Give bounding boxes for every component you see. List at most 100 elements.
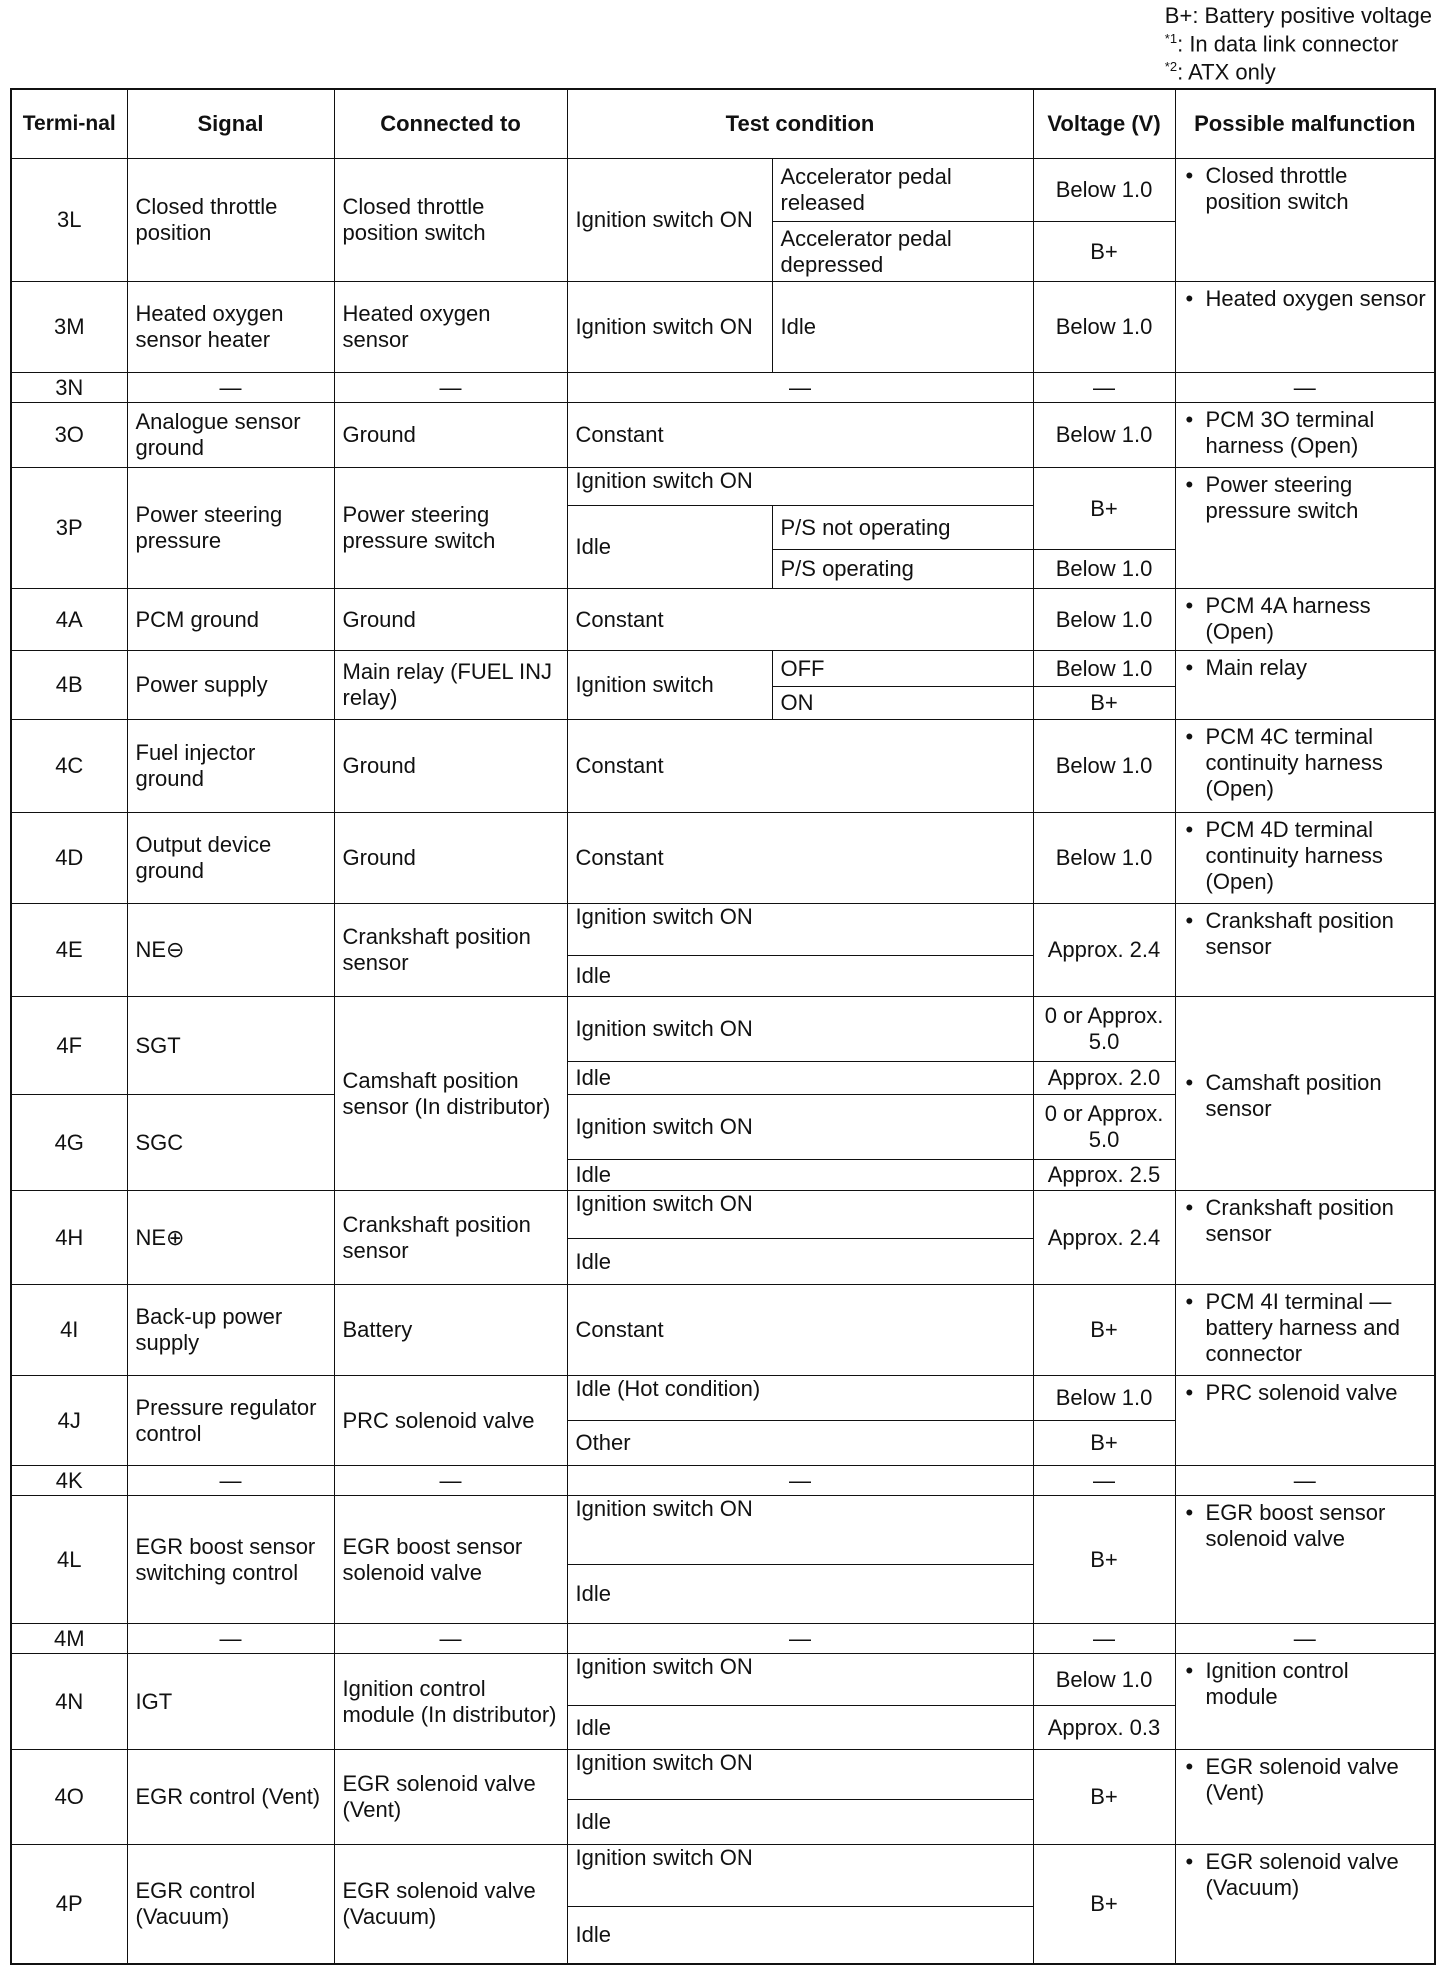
- terminal-cell: 4K: [10, 1465, 128, 1496]
- test-subcondition-cell: ON: [771, 686, 1034, 720]
- voltage-cell: B+: [1032, 1420, 1176, 1466]
- table-row-4k: 4K — — — — —: [10, 1465, 1436, 1496]
- voltage-cell: Approx. 2.4: [1032, 903, 1176, 997]
- malfunction-text: Crankshaft position sensor: [1184, 1195, 1427, 1247]
- test-condition-cell: Ignition switch ON: [566, 1495, 1034, 1565]
- voltage-cell: Below 1.0: [1032, 158, 1176, 222]
- test-condition-cell: Idle: [566, 1705, 1034, 1750]
- voltage-cell: Below 1.0: [1032, 549, 1176, 589]
- test-condition-cell: Ignition switch ON: [566, 158, 773, 282]
- test-condition-cell: Ignition switch ON: [566, 1749, 1034, 1800]
- terminal-cell: 4H: [10, 1190, 128, 1285]
- test-condition-cell: Idle: [566, 1238, 1034, 1285]
- signal-cell: Analogue sensor ground: [126, 402, 335, 468]
- terminal-cell: 4C: [10, 719, 128, 813]
- voltage-cell: B+: [1032, 467, 1176, 550]
- voltage-cell: B+: [1032, 1284, 1176, 1376]
- table-subrow: Other B+: [11, 1420, 1435, 1466]
- test-condition-cell: Constant: [566, 402, 1034, 468]
- connected-to-cell: Camshaft position sensor (In distributor…: [333, 996, 568, 1191]
- table-row-4c: 4C Fuel injector ground Ground Constant Belo…: [10, 719, 1436, 813]
- note1-mark: *1: [1164, 31, 1178, 46]
- test-condition-cell: Idle: [566, 1061, 1034, 1095]
- test-condition-cell: Ignition switch ON: [566, 1094, 1034, 1160]
- voltage-cell: Below 1.0: [1032, 650, 1176, 687]
- signal-cell: Fuel injector ground: [126, 719, 335, 813]
- signal-cell: Output device ground: [126, 812, 335, 904]
- signal-cell: —: [126, 372, 335, 403]
- signal-cell: Power steering pressure: [126, 467, 335, 589]
- header-terminal: Termi-nal: [10, 88, 128, 159]
- table-row-4l: 4L EGR boost sensor switching control EGR …: [10, 1495, 1436, 1624]
- malfunction-text: Main relay: [1184, 655, 1427, 681]
- malfunction-text: PCM 3O terminal harness (Open): [1184, 407, 1427, 459]
- test-subcondition-cell: Accelerator pedal depressed: [771, 221, 1034, 282]
- malfunction-cell: PCM 4I terminal — battery harness and co…: [1174, 1284, 1436, 1376]
- signal-cell: IGT: [126, 1653, 335, 1750]
- table-row-3p: 3P Power steering pressure Power steering …: [10, 467, 1436, 589]
- test-condition-cell: —: [566, 1465, 1034, 1496]
- malfunction-text: PCM 4A harness (Open): [1184, 593, 1427, 645]
- table-subrow: Idle Approx. 2.0: [11, 1061, 1435, 1095]
- table-subrow: Idle P/S not operating: [11, 505, 1435, 589]
- connected-to-cell: Power steering pressure switch: [333, 467, 568, 589]
- voltage-cell: Below 1.0: [1032, 719, 1176, 813]
- malfunction-cell: EGR solenoid valve (Vacuum): [1174, 1844, 1436, 1964]
- voltage-cell: B+: [1032, 221, 1176, 282]
- connected-to-cell: Closed throttle position switch: [333, 158, 568, 282]
- table-subrow: Idle: [11, 955, 1435, 997]
- table-row-4h: 4H NE⊕ Crankshaft position sensor Ignition …: [10, 1190, 1436, 1285]
- test-condition-cell: Idle: [566, 1906, 1034, 1964]
- test-condition-cell: Constant: [566, 1284, 1034, 1376]
- voltage-cell: B+: [1032, 1749, 1176, 1845]
- malfunction-cell: PCM 4D terminal continuity harness (Open…: [1174, 812, 1436, 904]
- test-condition-cell: Constant: [566, 719, 1034, 813]
- test-condition-cell: Ignition switch ON: [566, 281, 773, 373]
- signal-cell: NE⊕: [126, 1190, 335, 1285]
- table-row-3m: 3M Heated oxygen sensor heater Heated oxyg…: [10, 281, 1436, 373]
- header-connected-to: Connected to: [333, 88, 568, 159]
- table-subrow: ON B+: [11, 686, 1435, 720]
- signal-cell: Pressure regulator control: [126, 1375, 335, 1466]
- note2-text: : ATX only: [1177, 59, 1276, 85]
- voltage-cell: Approx. 2.0: [1032, 1061, 1176, 1095]
- header-signal: Signal: [126, 88, 335, 159]
- signal-cell: EGR control (Vent): [126, 1749, 335, 1845]
- malfunction-text: PCM 4I terminal — battery harness and co…: [1184, 1289, 1427, 1367]
- test-condition-cell: Constant: [566, 812, 1034, 904]
- signal-cell: SGT: [126, 996, 335, 1095]
- table-row-3o: 3O Analogue sensor ground Ground Constant Be…: [10, 402, 1436, 468]
- signal-cell: EGR boost sensor switching control: [126, 1495, 335, 1624]
- malfunction-text: EGR boost sensor solenoid valve: [1184, 1500, 1427, 1552]
- table-row-4g: 4G SGC Ignition switch ON 0 or Approx. 5.0: [10, 1094, 1435, 1191]
- test-subcondition-cell: Accelerator pedal released: [771, 158, 1034, 222]
- terminal-voltage-table: Termi-nal Signal Connected to Test condi…: [10, 88, 1437, 1965]
- connected-to-cell: Crankshaft position sensor: [333, 903, 568, 997]
- connected-to-cell: Heated oxygen sensor: [333, 281, 568, 373]
- voltage-cell: B+: [1032, 1495, 1176, 1624]
- test-condition-cell: Idle: [566, 955, 1034, 997]
- table-row-4p: 4P EGR control (Vacuum) EGR solenoid valve…: [10, 1844, 1436, 1964]
- signal-cell: PCM ground: [126, 588, 335, 651]
- signal-cell: SGC: [126, 1094, 335, 1191]
- table-row-3l: 3L Closed throttle position Closed throttl…: [10, 158, 1436, 282]
- terminal-cell: 3L: [10, 158, 128, 282]
- test-condition-cell: —: [566, 1623, 1034, 1654]
- table-subrow: Idle Approx. 0.3: [11, 1705, 1435, 1750]
- malfunction-cell: Closed throttle position switch: [1174, 158, 1436, 282]
- connected-to-cell: Ground: [333, 812, 568, 904]
- terminal-cell: 4O: [10, 1749, 128, 1845]
- signal-cell: EGR control (Vacuum): [126, 1844, 335, 1964]
- table-subrow: Idle: [11, 1906, 1435, 1964]
- terminal-cell: 4D: [10, 812, 128, 904]
- terminal-cell: 4J: [10, 1375, 128, 1466]
- voltage-cell: Below 1.0: [1032, 281, 1176, 373]
- table-row-4f: 4F SGT Camshaft position sensor (In distri…: [10, 996, 1436, 1191]
- malfunction-cell: —: [1174, 372, 1436, 403]
- connected-to-cell: Battery: [333, 1284, 568, 1376]
- terminal-cell: 4E: [10, 903, 128, 997]
- terminal-cell: 4P: [10, 1844, 128, 1964]
- voltage-cell: 0 or Approx. 5.0: [1032, 1094, 1176, 1160]
- test-subcondition-cell: OFF: [771, 650, 1034, 687]
- terminal-cell: 4A: [10, 588, 128, 651]
